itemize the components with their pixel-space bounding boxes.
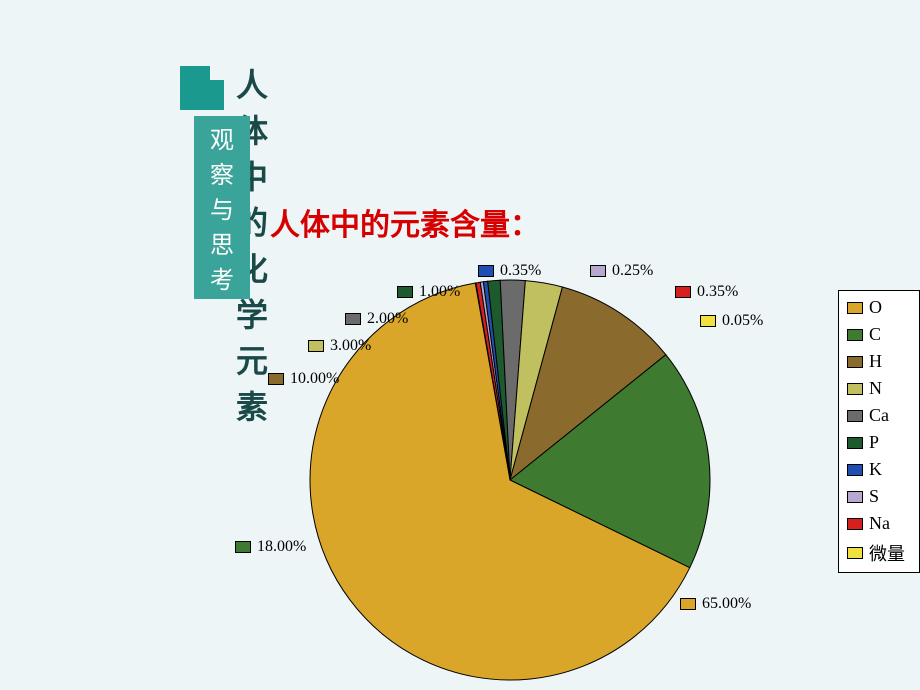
legend-label: 微量 (869, 540, 905, 566)
label-swatch (700, 315, 716, 327)
legend-item: O (847, 297, 911, 318)
legend-item: Na (847, 513, 911, 534)
label-swatch (308, 340, 324, 352)
legend-item: 微量 (847, 540, 911, 566)
legend-item: C (847, 324, 911, 345)
header-icon (180, 66, 224, 110)
legend-label: Ca (869, 405, 889, 426)
legend-swatch (847, 383, 863, 395)
label-text: 65.00% (702, 595, 751, 613)
legend-swatch (847, 356, 863, 368)
legend-label: K (869, 459, 882, 480)
label-text: 2.00% (367, 310, 408, 328)
legend-item: P (847, 432, 911, 453)
pie-svg (300, 270, 720, 690)
legend-swatch (847, 302, 863, 314)
pie-data-label: 18.00% (235, 538, 306, 556)
legend-item: K (847, 459, 911, 480)
label-text: 10.00% (290, 370, 339, 388)
label-text: 0.25% (612, 262, 653, 280)
legend-label: N (869, 378, 882, 399)
legend-label: O (869, 297, 882, 318)
legend-swatch (847, 518, 863, 530)
pie-data-label: 1.00% (397, 283, 460, 301)
legend-swatch (847, 329, 863, 341)
legend-item: S (847, 486, 911, 507)
label-swatch (675, 286, 691, 298)
legend-label: Na (869, 513, 890, 534)
label-swatch (590, 265, 606, 277)
pie-data-label: 65.00% (680, 595, 751, 613)
pie-data-label: 0.25% (590, 262, 653, 280)
label-swatch (478, 265, 494, 277)
pie-data-label: 10.00% (268, 370, 339, 388)
label-text: 3.00% (330, 337, 371, 355)
legend-item: H (847, 351, 911, 372)
legend-item: N (847, 378, 911, 399)
label-text: 0.35% (500, 262, 541, 280)
legend-label: H (869, 351, 882, 372)
label-swatch (268, 373, 284, 385)
label-text: 1.00% (419, 283, 460, 301)
legend-swatch (847, 547, 863, 559)
label-text: 0.35% (697, 283, 738, 301)
chart-title: 人体中的元素含量： (270, 200, 540, 244)
pie-data-label: 0.35% (675, 283, 738, 301)
legend-label: P (869, 432, 879, 453)
label-swatch (397, 286, 413, 298)
chart-legend: OCHN Ca PKS Na 微量 (838, 290, 920, 573)
legend-swatch (847, 437, 863, 449)
pie-data-label: 0.35% (478, 262, 541, 280)
pie-data-label: 2.00% (345, 310, 408, 328)
pie-data-label: 3.00% (308, 337, 371, 355)
legend-swatch (847, 464, 863, 476)
label-swatch (345, 313, 361, 325)
legend-label: C (869, 324, 881, 345)
label-swatch (680, 598, 696, 610)
label-text: 0.05% (722, 312, 763, 330)
legend-swatch (847, 410, 863, 422)
label-swatch (235, 541, 251, 553)
pie-data-label: 0.05% (700, 312, 763, 330)
legend-item: Ca (847, 405, 911, 426)
pie-chart (0, 250, 920, 690)
label-text: 18.00% (257, 538, 306, 556)
legend-swatch (847, 491, 863, 503)
legend-label: S (869, 486, 879, 507)
